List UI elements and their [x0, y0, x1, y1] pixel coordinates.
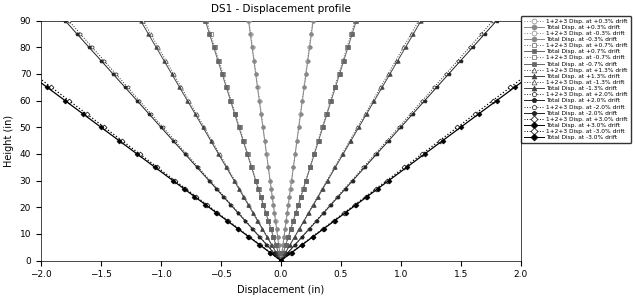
- X-axis label: Displacement (in): Displacement (in): [237, 285, 324, 295]
- Title: DS1 - Displacement profile: DS1 - Displacement profile: [211, 4, 351, 14]
- Y-axis label: Height (in): Height (in): [4, 115, 14, 167]
- Legend: 1+2+3 Disp. at +0.3% drift, Total Disp. at +0.3% drift, 1+2+3 Disp. at -0.3% dri: 1+2+3 Disp. at +0.3% drift, Total Disp. …: [521, 16, 631, 143]
